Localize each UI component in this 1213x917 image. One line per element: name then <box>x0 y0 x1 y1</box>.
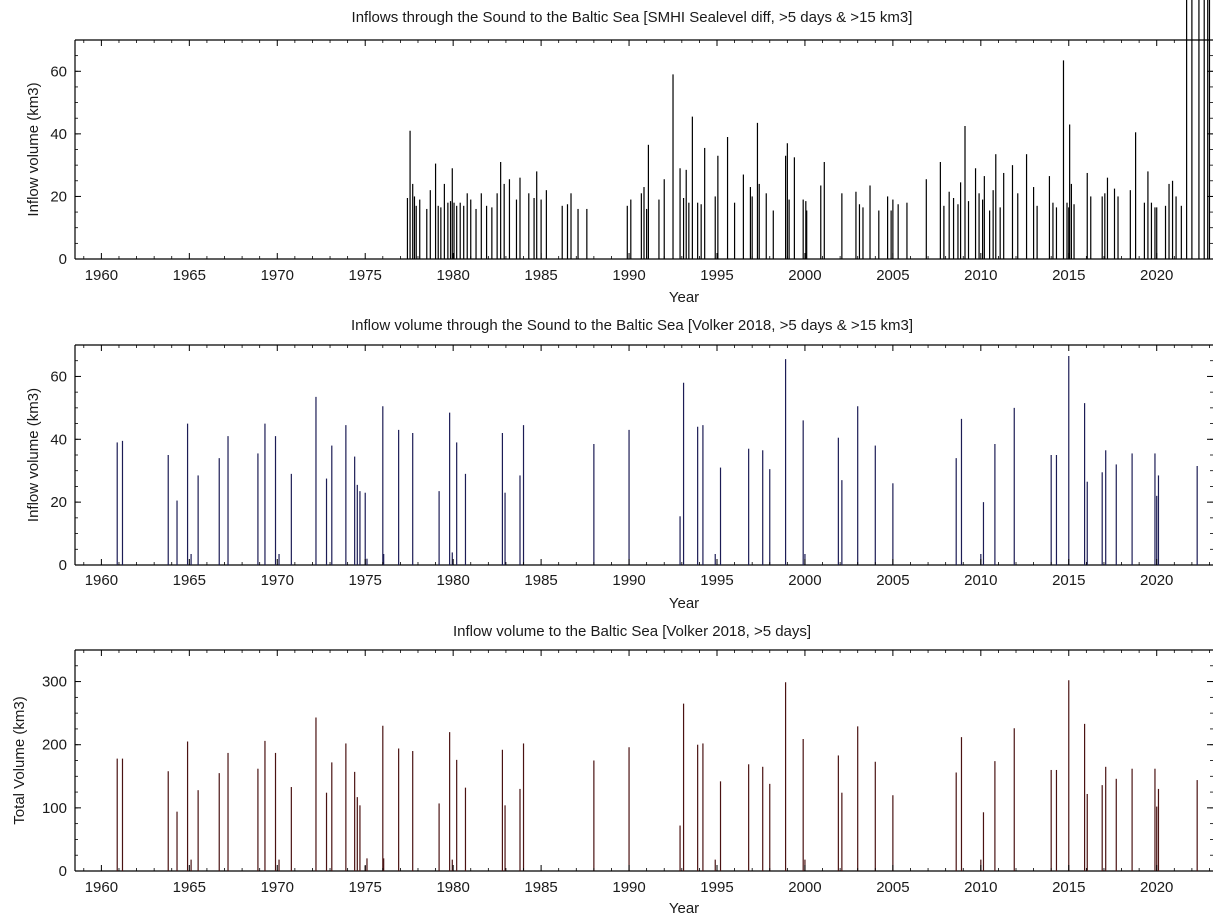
x-tick-label: 1970 <box>261 879 294 896</box>
y-tick-label: 300 <box>42 674 67 691</box>
x-tick-label: 2010 <box>964 879 997 896</box>
x-tick-label: 1985 <box>524 879 557 896</box>
x-axis-label: Year <box>669 595 699 612</box>
x-tick-label: 2020 <box>1140 572 1173 589</box>
x-tick-label: 2005 <box>876 267 909 284</box>
x-tick-label: 2000 <box>788 879 821 896</box>
panel-1: Inflows through the Sound to the Baltic … <box>25 0 1213 306</box>
x-tick-label: 1960 <box>85 267 118 284</box>
bar-series <box>116 356 1198 565</box>
x-tick-label: 2010 <box>964 572 997 589</box>
x-tick-label: 1995 <box>700 572 733 589</box>
x-tick-label: 1960 <box>85 879 118 896</box>
x-tick-label: 1970 <box>261 267 294 284</box>
x-tick-label: 1975 <box>349 572 382 589</box>
y-tick-label: 40 <box>50 126 67 143</box>
y-axis-label: Total Volume (km3) <box>11 696 28 824</box>
x-tick-label: 1975 <box>349 267 382 284</box>
panel-title: Inflows through the Sound to the Baltic … <box>352 9 913 26</box>
panel-2: Inflow volume through the Sound to the B… <box>25 317 1213 612</box>
x-tick-label: 2015 <box>1052 879 1085 896</box>
x-tick-label: 1995 <box>700 879 733 896</box>
x-tick-label: 1980 <box>436 879 469 896</box>
x-axis-label: Year <box>669 289 699 306</box>
y-axis-label: Inflow volume (km3) <box>25 82 42 216</box>
x-tick-label: 2010 <box>964 267 997 284</box>
y-tick-label: 60 <box>50 63 67 80</box>
x-tick-label: 2020 <box>1140 267 1173 284</box>
x-tick-label: 2000 <box>788 267 821 284</box>
y-tick-label: 0 <box>59 251 67 268</box>
x-tick-label: 1965 <box>173 267 206 284</box>
x-tick-label: 1960 <box>85 572 118 589</box>
x-tick-label: 2015 <box>1052 572 1085 589</box>
x-axis-label: Year <box>669 900 699 917</box>
x-tick-label: 2020 <box>1140 879 1173 896</box>
y-tick-label: 60 <box>50 368 67 385</box>
x-tick-label: 1975 <box>349 879 382 896</box>
y-tick-label: 20 <box>50 494 67 511</box>
x-tick-label: 1980 <box>436 267 469 284</box>
x-tick-label: 1965 <box>173 879 206 896</box>
y-tick-label: 40 <box>50 431 67 448</box>
y-tick-label: 0 <box>59 863 67 880</box>
y-axis-label: Inflow volume (km3) <box>25 388 42 522</box>
x-tick-label: 1970 <box>261 572 294 589</box>
bar-series <box>116 680 1198 871</box>
x-tick-label: 1985 <box>524 267 557 284</box>
bar-series <box>406 0 1211 259</box>
x-tick-label: 2000 <box>788 572 821 589</box>
x-tick-label: 2015 <box>1052 267 1085 284</box>
x-tick-label: 2005 <box>876 879 909 896</box>
y-tick-label: 100 <box>42 800 67 817</box>
y-tick-label: 0 <box>59 557 67 574</box>
panel-3: Inflow volume to the Baltic Sea [Volker … <box>11 623 1213 917</box>
x-tick-label: 1985 <box>524 572 557 589</box>
y-tick-label: 20 <box>50 188 67 205</box>
x-tick-label: 1990 <box>612 267 645 284</box>
y-tick-label: 200 <box>42 737 67 754</box>
x-tick-label: 1980 <box>436 572 469 589</box>
x-tick-label: 1990 <box>612 572 645 589</box>
panel-title: Inflow volume to the Baltic Sea [Volker … <box>453 623 811 640</box>
x-tick-label: 2005 <box>876 572 909 589</box>
panel-title: Inflow volume through the Sound to the B… <box>351 317 913 334</box>
x-tick-label: 1990 <box>612 879 645 896</box>
x-tick-label: 1995 <box>700 267 733 284</box>
x-tick-label: 1965 <box>173 572 206 589</box>
